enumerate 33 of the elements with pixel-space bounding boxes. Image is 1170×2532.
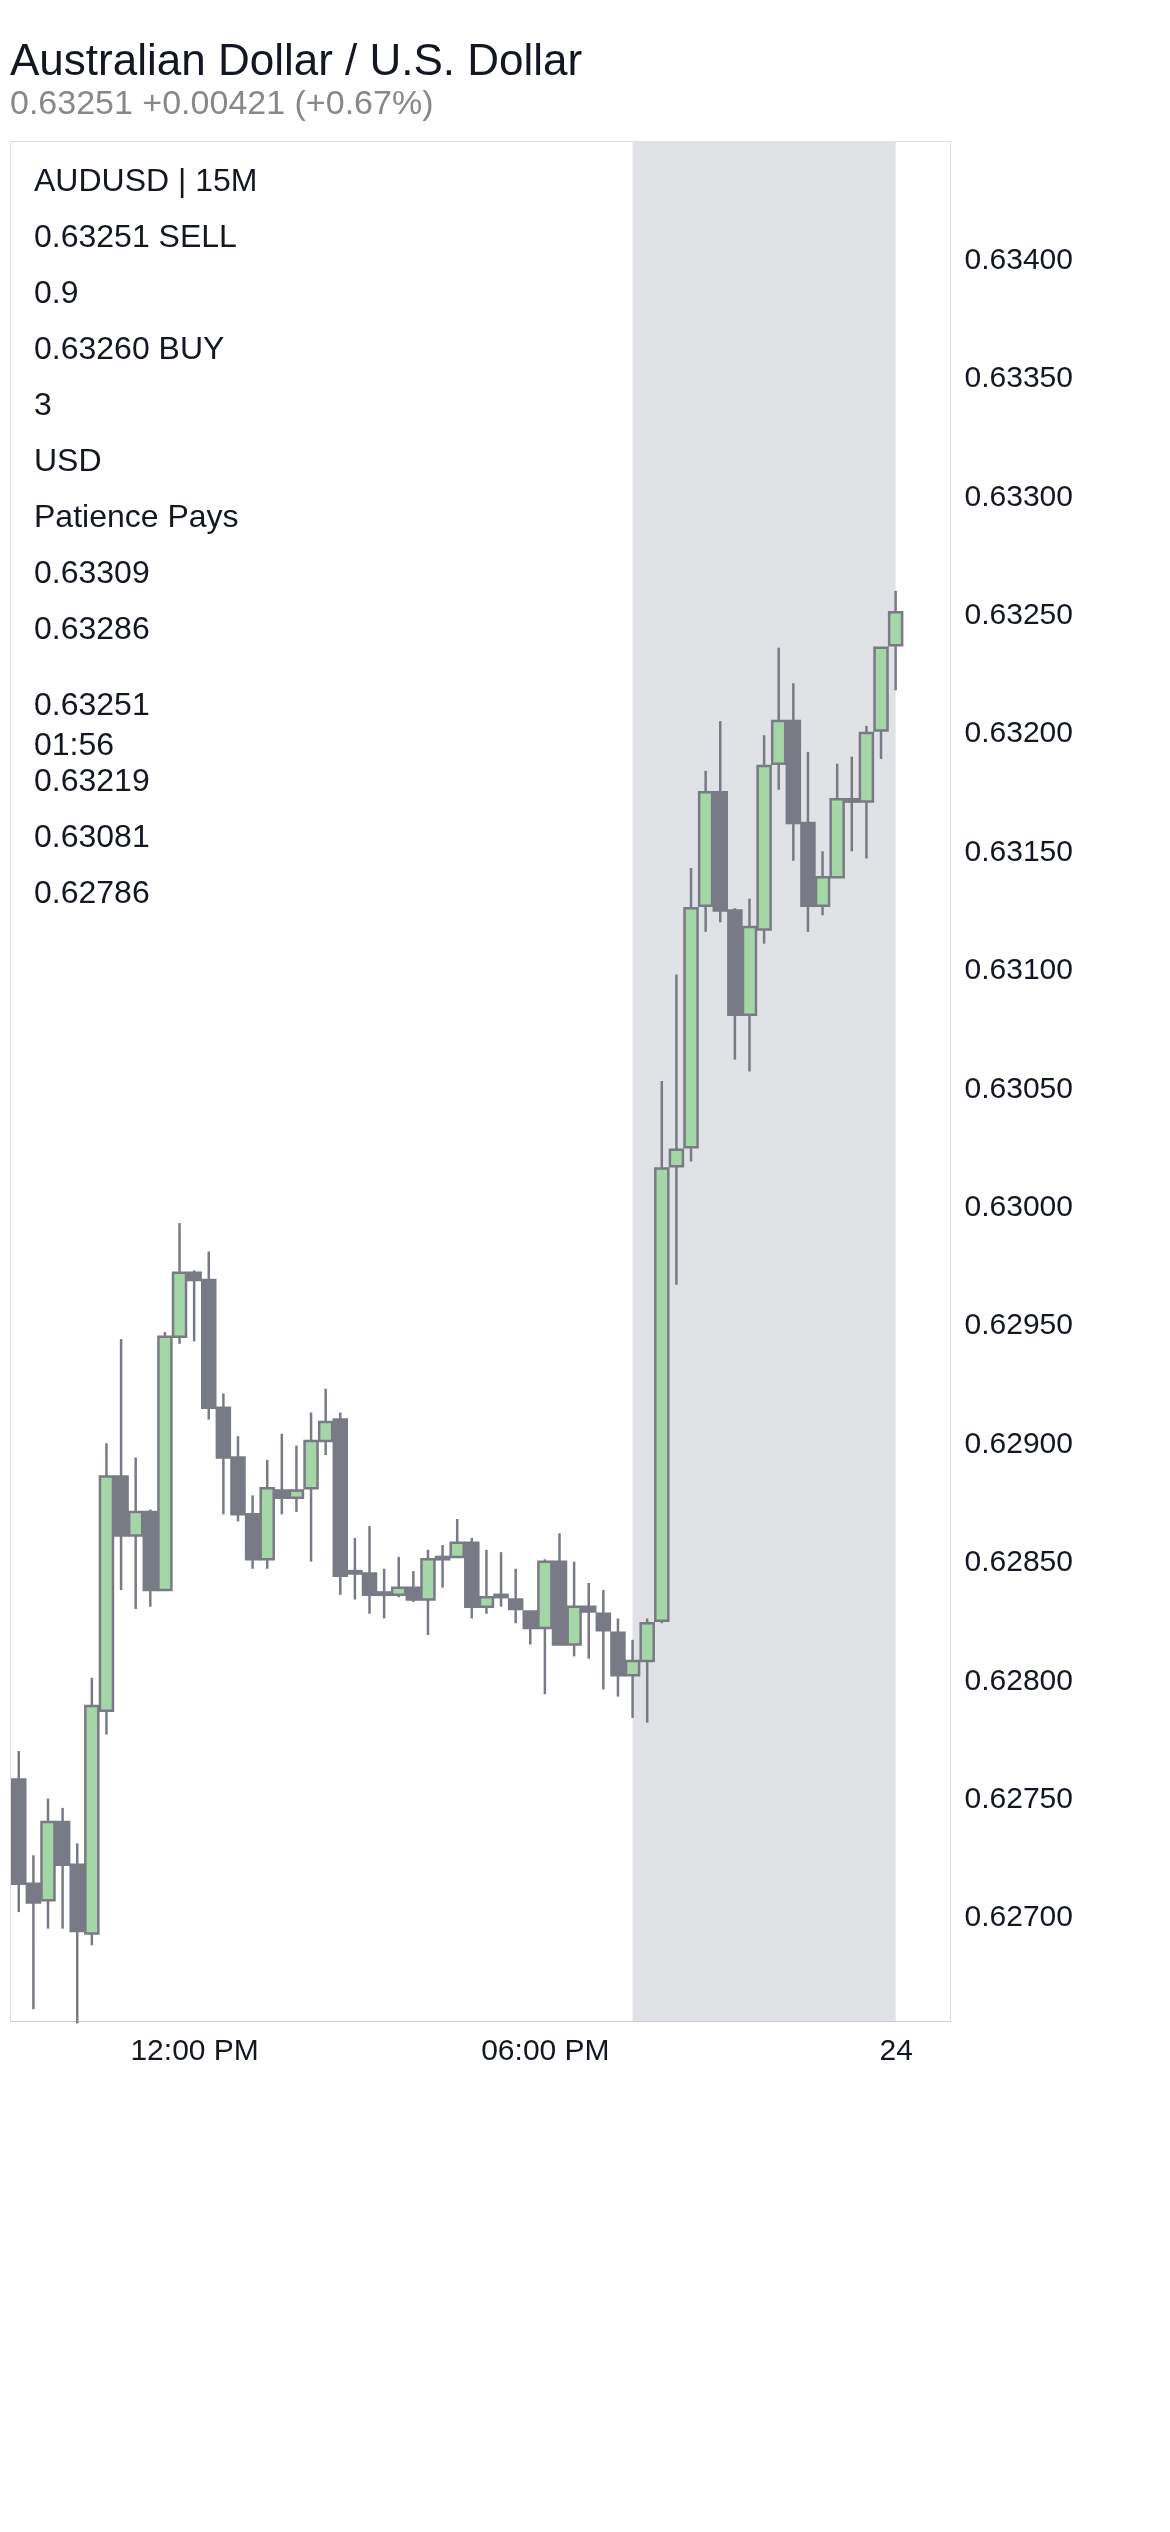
- chart-title: Australian Dollar / U.S. Dollar: [10, 35, 583, 84]
- y-tick-label: 0.62950: [964, 1307, 1073, 1341]
- annotation: 0.63286: [34, 610, 150, 646]
- y-tick-label: 0.63250: [964, 597, 1073, 631]
- y-tick-label: 0.63400: [964, 241, 1073, 275]
- x-tick-label: 06:00 PM: [481, 2032, 610, 2066]
- x-tick-label: 24: [879, 2032, 913, 2066]
- y-tick-label: 0.62900: [964, 1425, 1073, 1459]
- annotation: Patience Pays: [34, 498, 239, 534]
- annotation: 0.63251 SELL: [34, 218, 237, 254]
- annotation: 3: [34, 386, 52, 422]
- annotation: 0.63260 BUY: [34, 330, 225, 366]
- chart-subtitle: 0.63251 +0.00421 (+0.67%): [10, 83, 434, 121]
- y-tick-label: 0.63100: [964, 952, 1073, 986]
- annotation: 0.9: [34, 274, 79, 310]
- annotation: 0.63251 01:56: [34, 686, 150, 762]
- annotation: 0.63081: [34, 818, 150, 854]
- y-tick-label: 0.63350: [964, 360, 1073, 394]
- y-tick-label: 0.63200: [964, 715, 1073, 749]
- annotation: USD: [34, 442, 102, 478]
- x-tick-label: 12:00 PM: [130, 2032, 259, 2066]
- y-tick-label: 0.63050: [964, 1070, 1073, 1104]
- annotation: 0.63219: [34, 762, 150, 798]
- y-tick-label: 0.62800: [964, 1662, 1073, 1696]
- y-tick-label: 0.62850: [964, 1544, 1073, 1578]
- y-tick-label: 0.62750: [964, 1780, 1073, 1814]
- y-tick-label: 0.63150: [964, 833, 1073, 867]
- y-tick-label: 0.63300: [964, 478, 1073, 512]
- y-tick-label: 0.63000: [964, 1188, 1073, 1222]
- annotation: 0.63309: [34, 554, 150, 590]
- annotation: 0.62786: [34, 874, 150, 910]
- annotation: AUDUSD | 15M: [34, 162, 258, 198]
- y-tick-label: 0.62700: [964, 1899, 1073, 1933]
